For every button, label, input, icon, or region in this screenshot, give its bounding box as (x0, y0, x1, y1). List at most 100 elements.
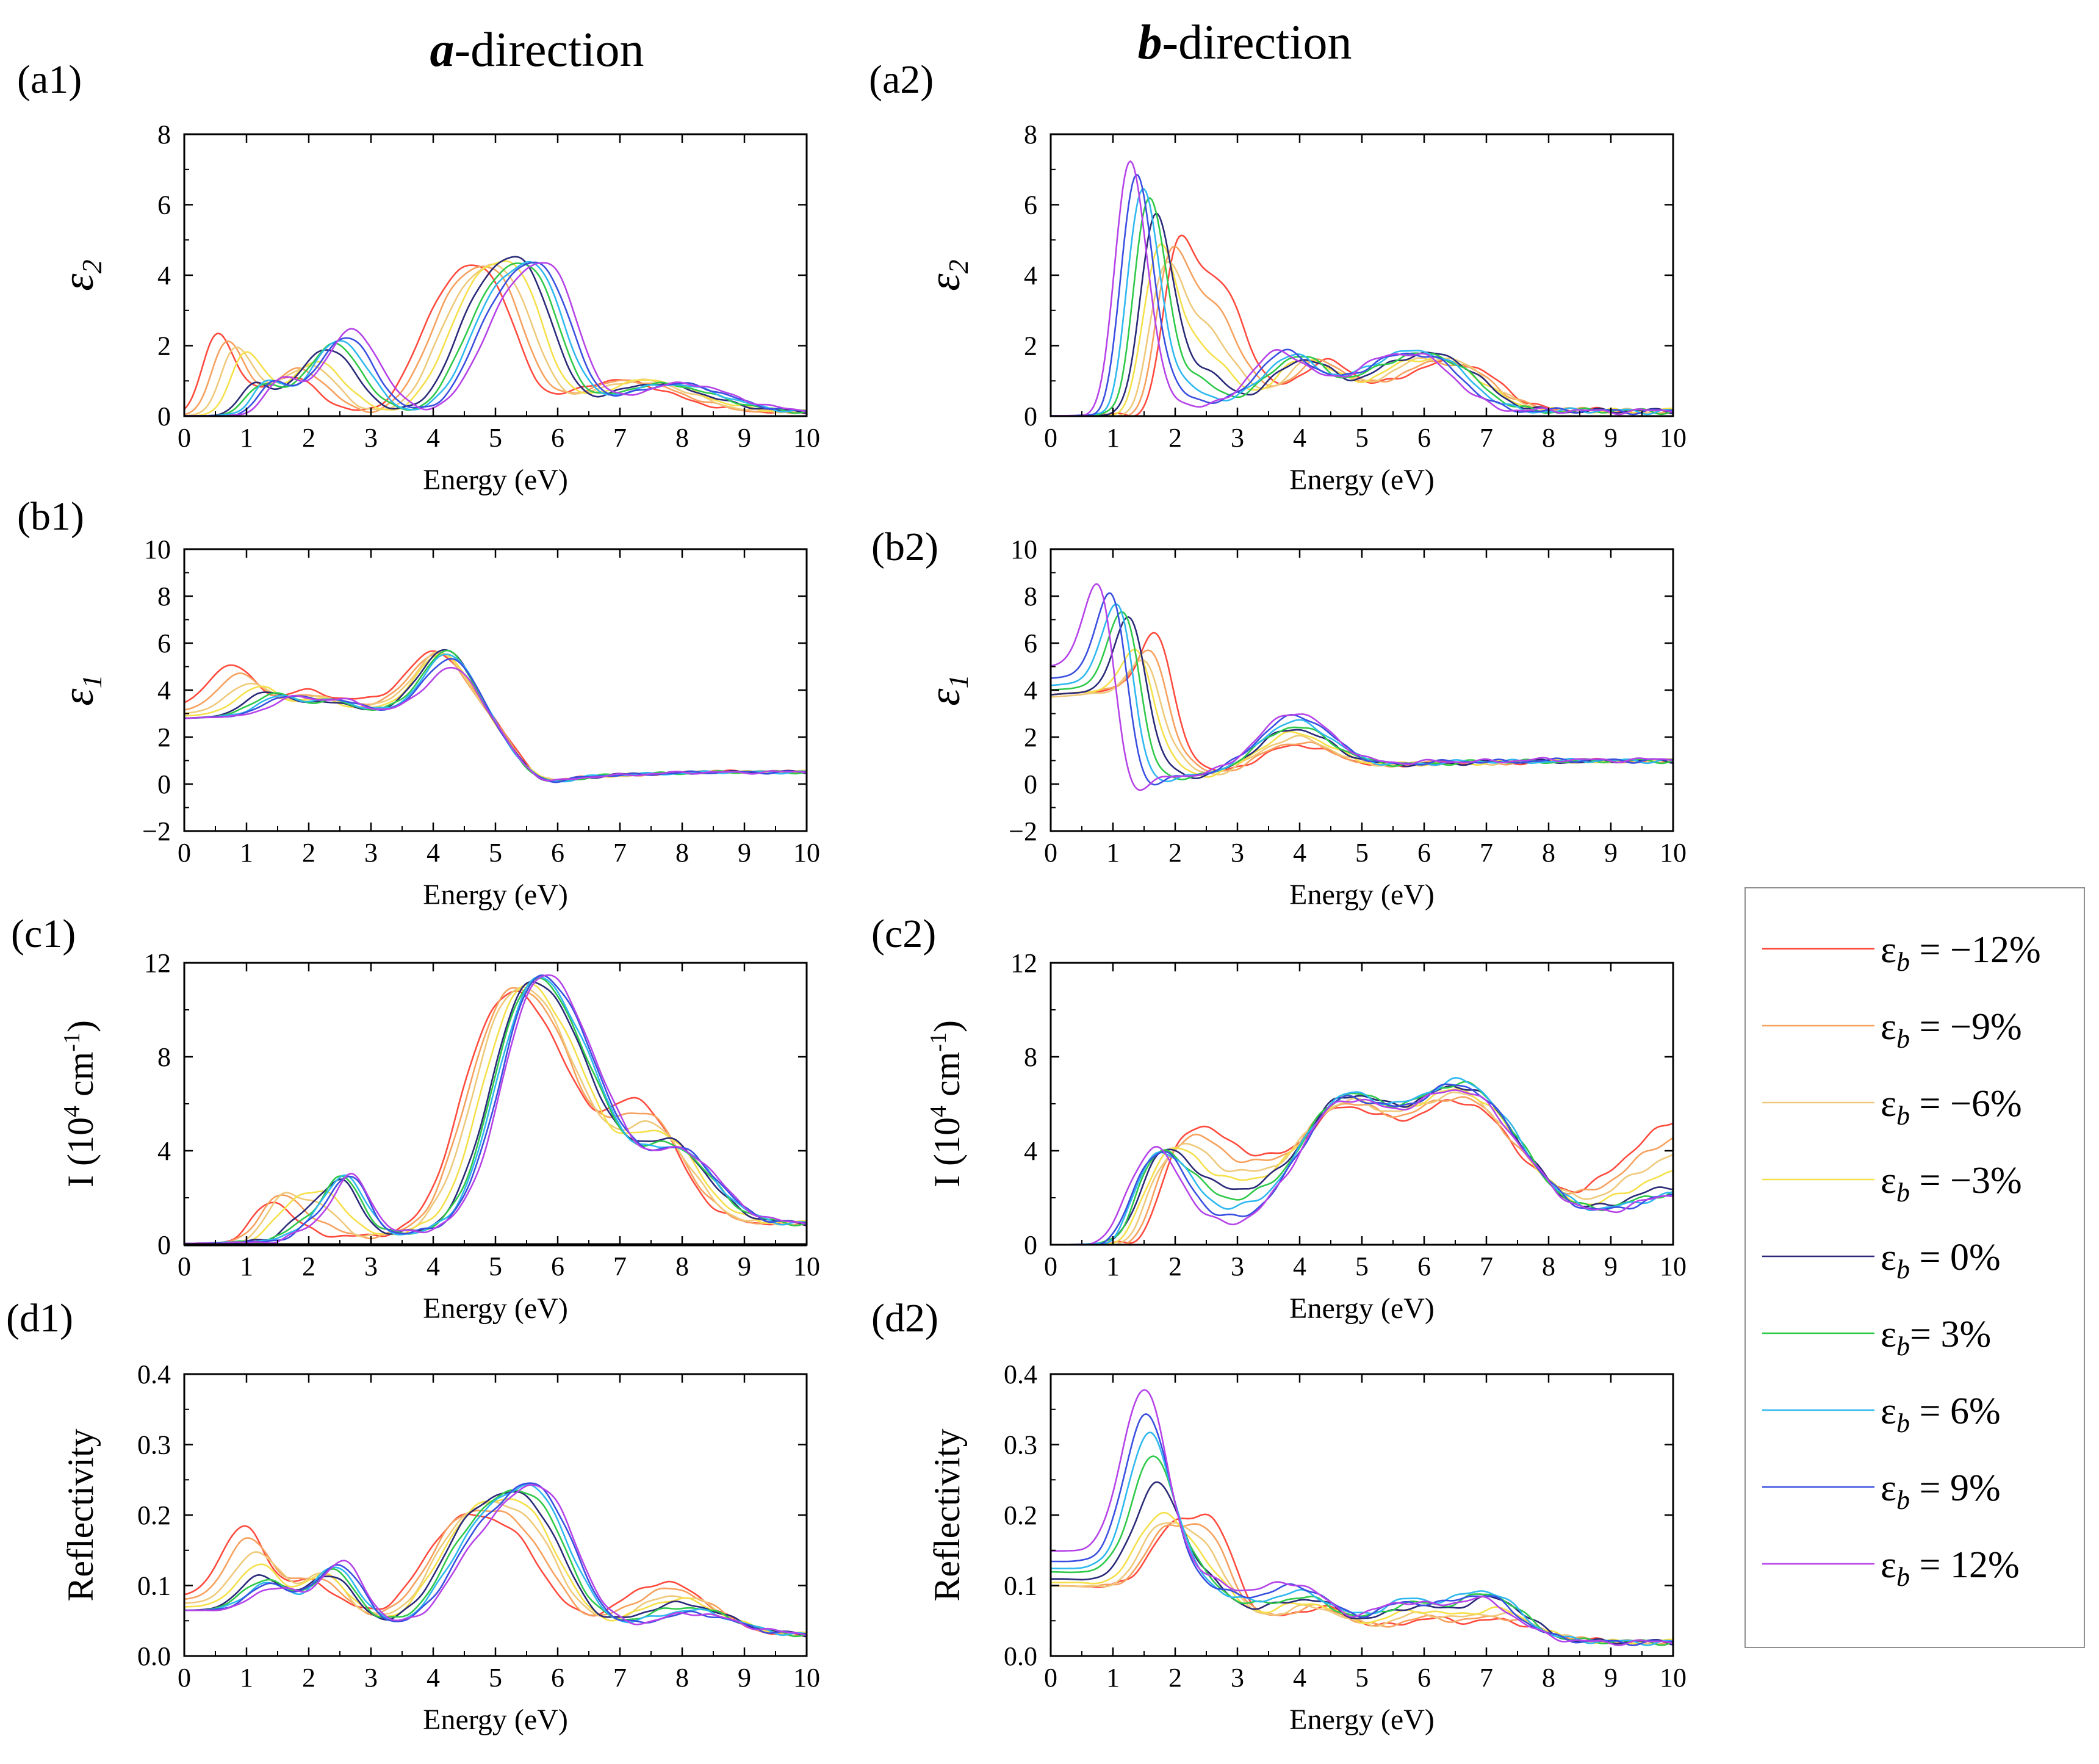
column-title-b: b-direction (1138, 16, 1352, 70)
ytick-label-d2: 0.4 (1004, 1359, 1037, 1389)
series-a2-8 (1051, 160, 1673, 416)
xtick-label-d1: 7 (613, 1663, 627, 1693)
panel-label-b2: (b2) (871, 525, 938, 569)
xtick-label-a1: 8 (675, 423, 689, 453)
series-a1-7 (184, 261, 807, 416)
series-a1-6 (184, 261, 807, 416)
xtick-label-d2: 9 (1604, 1663, 1618, 1693)
series-b1-2 (184, 651, 807, 782)
series-c1-7 (184, 974, 807, 1245)
ytick-label-a2: 2 (1024, 331, 1037, 361)
ytick-label-c2: 12 (1010, 948, 1037, 978)
xtick-label-a2: 2 (1168, 423, 1182, 453)
ytick-label-b1: 0 (157, 769, 171, 799)
xtick-label-c2: 1 (1106, 1251, 1120, 1281)
xtick-label-c1: 7 (613, 1251, 627, 1281)
ytick-label-d1: 0.4 (137, 1359, 171, 1389)
xtick-label-c2: 10 (1660, 1251, 1687, 1281)
ytick-label-c2: 0 (1024, 1230, 1037, 1260)
ytick-label-b1: 8 (157, 581, 171, 611)
ylabel-d2: Reflectivity (927, 1428, 967, 1601)
xtick-label-a1: 5 (489, 423, 502, 453)
series-c1-1 (184, 987, 807, 1245)
xtick-label-c2: 8 (1542, 1251, 1555, 1281)
xlabel-d2: Energy (eV) (1289, 1704, 1435, 1736)
xtick-label-b2: 2 (1168, 838, 1182, 868)
ytick-label-d2: 0.0 (1004, 1641, 1037, 1671)
xtick-label-a1: 7 (613, 423, 627, 453)
xtick-label-d2: 4 (1293, 1663, 1306, 1693)
xlabel-a2: Energy (eV) (1289, 464, 1435, 496)
xtick-label-a1: 2 (302, 423, 315, 453)
panel-label-b1: (b1) (17, 494, 84, 539)
series-group-d1 (184, 1482, 807, 1638)
xtick-label-d2: 6 (1417, 1663, 1431, 1693)
xtick-label-b1: 0 (178, 838, 191, 868)
xtick-label-c1: 9 (738, 1251, 751, 1281)
xtick-label-c1: 2 (302, 1251, 315, 1281)
series-b1-6 (184, 653, 807, 783)
xtick-label-b2: 3 (1231, 838, 1244, 868)
ylabel-a1: ε2 (54, 259, 107, 290)
ylabel-a2: ε2 (920, 259, 974, 290)
xtick-label-b1: 5 (489, 838, 502, 868)
xtick-label-d2: 7 (1480, 1663, 1493, 1693)
xtick-label-a1: 0 (178, 423, 191, 453)
xtick-label-c2: 0 (1044, 1251, 1057, 1281)
ytick-label-b1: 4 (157, 675, 171, 705)
series-a1-8 (184, 262, 807, 416)
xtick-label-a2: 3 (1231, 423, 1244, 453)
xtick-label-d1: 5 (489, 1663, 502, 1693)
xtick-label-b1: 6 (551, 838, 564, 868)
xtick-label-a2: 7 (1480, 423, 1493, 453)
series-c1-2 (184, 986, 807, 1245)
xtick-label-d1: 2 (302, 1663, 315, 1693)
series-a2-6 (1051, 188, 1673, 416)
series-b2-8 (1051, 583, 1673, 791)
series-group-b2 (1051, 583, 1673, 791)
series-b2-0 (1051, 632, 1673, 772)
ytick-label-d1: 0.3 (137, 1430, 171, 1460)
series-a1-4 (184, 256, 807, 416)
ytick-label-b2: −2 (1009, 816, 1037, 846)
series-a1-5 (184, 262, 807, 416)
plot-frame-a1 (183, 133, 808, 417)
xtick-label-a2: 6 (1417, 423, 1431, 453)
ytick-label-b2: 8 (1024, 581, 1037, 611)
xtick-label-c1: 4 (427, 1251, 440, 1281)
series-group-d2 (1051, 1389, 1673, 1646)
series-b1-3 (184, 653, 807, 783)
xtick-label-b2: 9 (1604, 838, 1618, 868)
ytick-label-b2: 2 (1024, 722, 1037, 752)
xtick-label-c2: 5 (1355, 1251, 1369, 1281)
xtick-label-c2: 4 (1293, 1251, 1306, 1281)
xtick-label-a2: 10 (1660, 423, 1687, 453)
legend-label-5: εb= 3% (1881, 1314, 1991, 1361)
ytick-label-b2: 6 (1024, 628, 1037, 658)
ytick-label-a2: 6 (1024, 190, 1037, 220)
ytick-label-c2: 4 (1024, 1136, 1037, 1166)
ylabel-c1: I (104 cm-1) (59, 1020, 101, 1187)
ytick-label-d2: 0.1 (1004, 1571, 1037, 1601)
series-c2-8 (1051, 1089, 1673, 1245)
ytick-label-c1: 12 (144, 948, 171, 978)
ytick-label-b2: 0 (1024, 769, 1037, 799)
panel-a1: (a1) 0 1 2 3 4 5 6 7 8 9 10 0 2 4 6 8 Energy (eV) ε2 (17, 57, 820, 496)
column-title-a: a-direction (430, 23, 644, 77)
series-d2-0 (1051, 1513, 1673, 1645)
xtick-label-d1: 4 (427, 1663, 440, 1693)
ytick-label-a1: 8 (157, 120, 171, 149)
legend-label-3: εb = −3% (1881, 1160, 2022, 1208)
ytick-label-b1: 6 (157, 628, 171, 658)
xtick-label-a1: 6 (551, 423, 564, 453)
ytick-label-d1: 0.2 (137, 1500, 171, 1530)
xtick-label-d1: 1 (240, 1663, 253, 1693)
column-title-b-suffix: -direction (1162, 16, 1352, 70)
series-c1-8 (184, 974, 807, 1245)
xtick-label-c1: 8 (675, 1251, 689, 1281)
xtick-label-a1: 10 (793, 423, 820, 453)
